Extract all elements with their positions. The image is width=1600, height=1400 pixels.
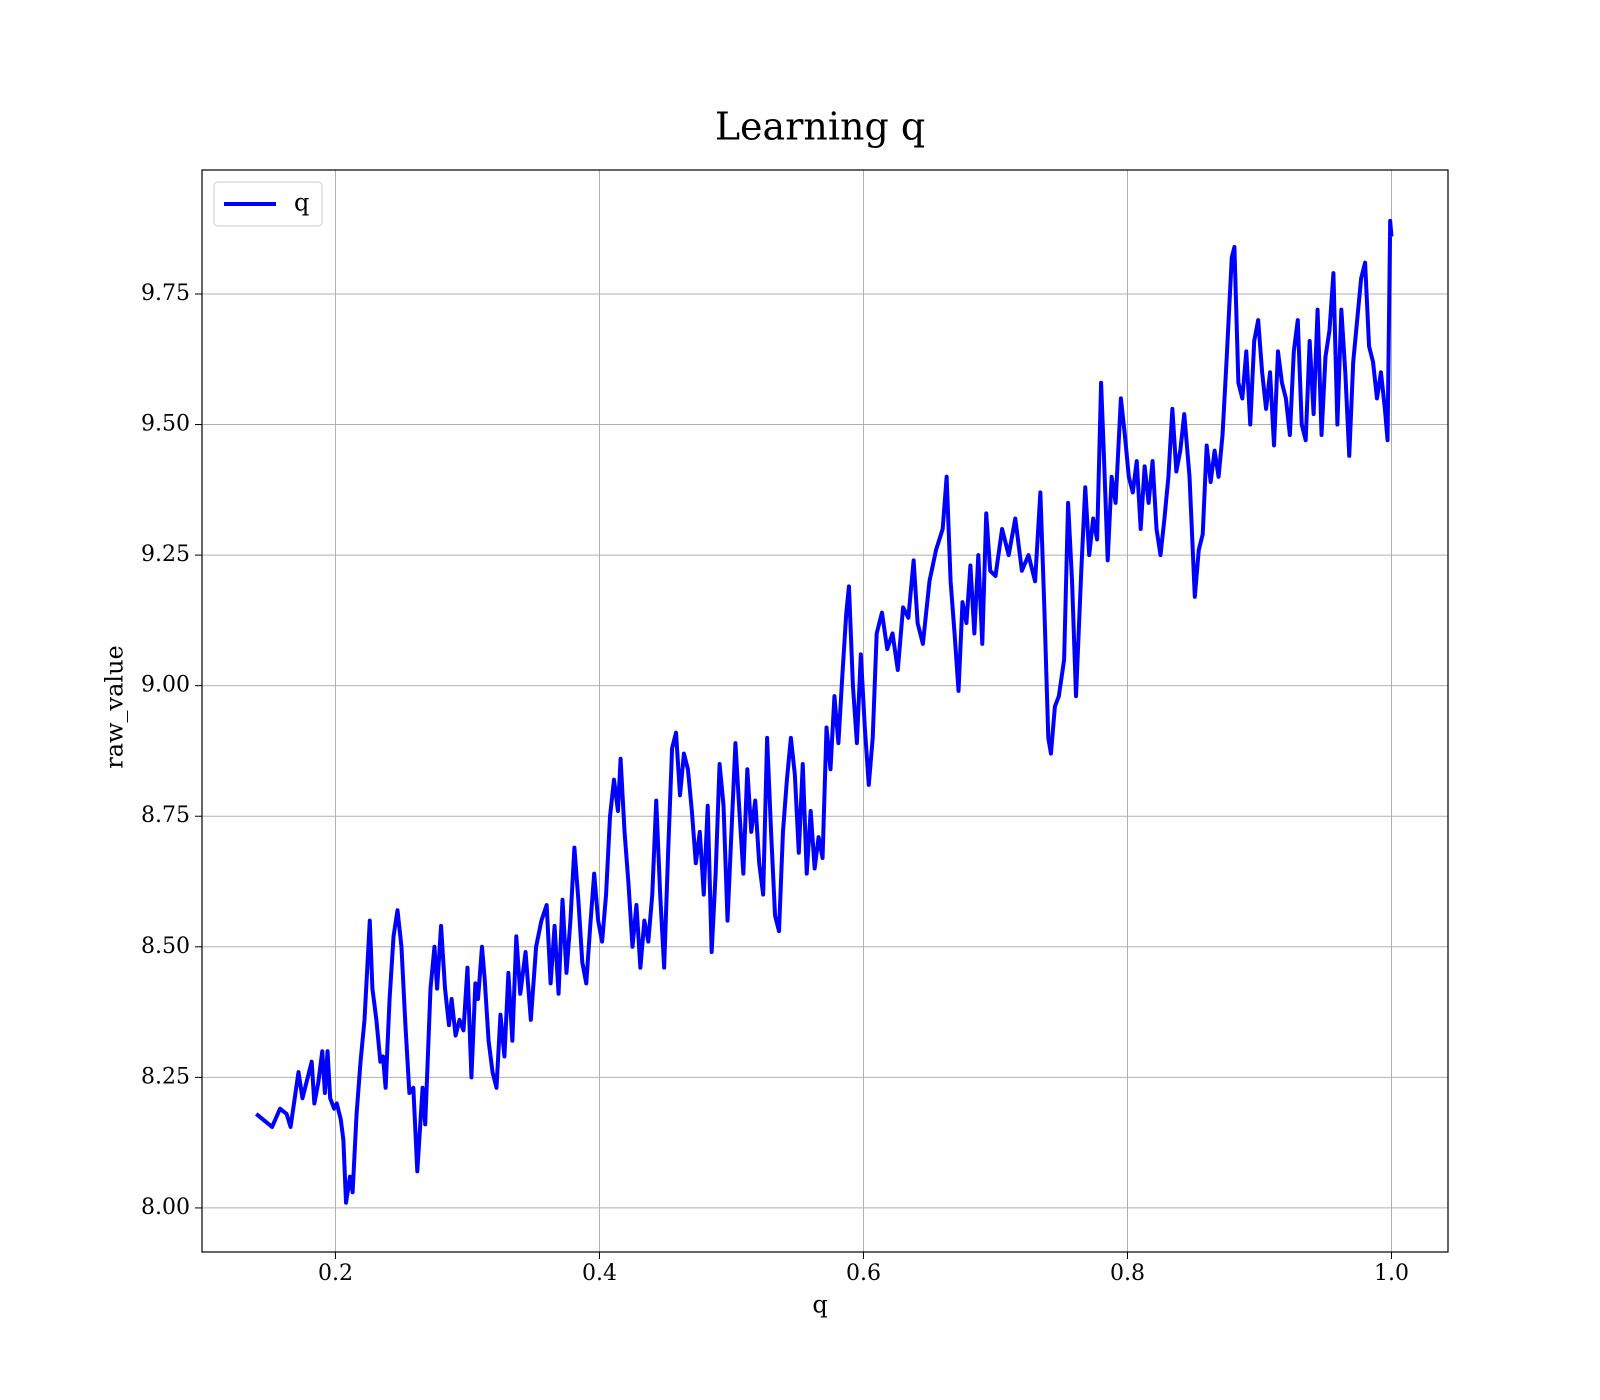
chart-title: Learning q — [715, 105, 925, 149]
y-tick-label: 8.75 — [141, 803, 190, 828]
legend-label: q — [294, 189, 309, 217]
x-tick-label: 0.2 — [318, 1261, 353, 1286]
y-tick-label: 8.50 — [141, 934, 190, 959]
y-tick-label: 9.50 — [141, 412, 190, 437]
y-tick-label: 9.00 — [141, 673, 190, 698]
x-tick-label: 0.4 — [582, 1261, 617, 1286]
plot-frame — [201, 169, 1449, 1253]
x-tick-label: 1.0 — [1374, 1261, 1409, 1286]
data-line — [254, 218, 1394, 1205]
x-tick-label: 0.8 — [1110, 1261, 1145, 1286]
y-tick-label: 9.75 — [141, 281, 190, 306]
x-axis-label: q — [812, 1291, 827, 1319]
y-tick-label: 9.25 — [141, 542, 190, 567]
legend: q — [213, 181, 323, 227]
y-axis-label: raw_value — [101, 645, 129, 769]
y-tick-label: 8.00 — [141, 1195, 190, 1220]
x-tick-label: 0.6 — [846, 1261, 881, 1286]
y-tick-label: 8.25 — [141, 1064, 190, 1089]
